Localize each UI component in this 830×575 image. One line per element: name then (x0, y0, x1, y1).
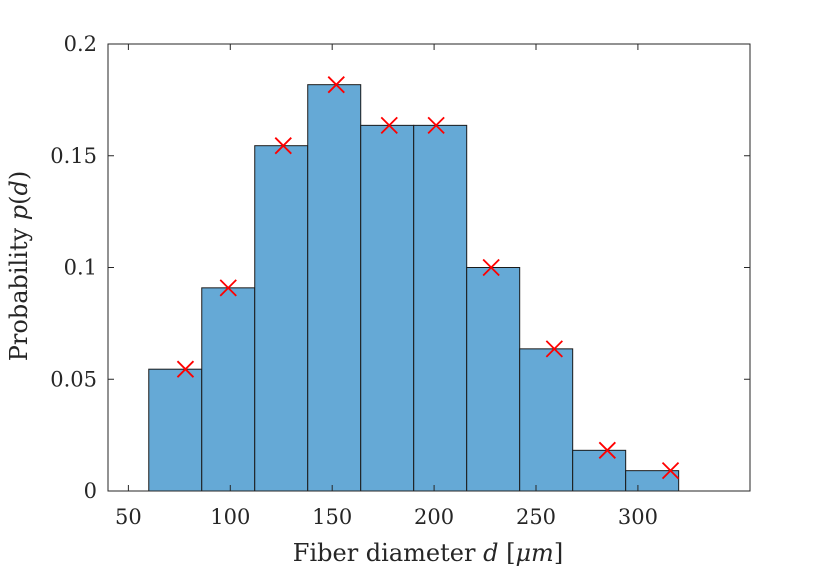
x-tick-label: 200 (414, 505, 454, 529)
histogram-bar (519, 348, 574, 492)
histogram-bar (148, 368, 203, 492)
probability-markers (176, 76, 680, 480)
y-tick-label: 0.1 (64, 256, 97, 280)
histogram-bar (201, 287, 256, 492)
y-tick-label: 0.15 (50, 144, 97, 168)
probability-marker (482, 258, 500, 277)
histogram-bar (625, 470, 680, 492)
probability-marker (274, 137, 292, 155)
x-tick-label: 100 (210, 505, 250, 529)
y-axis-ticks: 0 0.05 0.1 0.15 0.2 (50, 32, 750, 503)
y-tick-label: 0.05 (50, 367, 97, 391)
histogram-bar (572, 449, 627, 492)
probability-marker (219, 279, 237, 297)
x-tick-label: 150 (312, 505, 352, 529)
y-axis-label: Probability p(d) (5, 171, 33, 361)
y-tick-label: 0.2 (64, 32, 97, 56)
x-axis-label: Fiber diameter d [μm] (293, 539, 563, 567)
histogram-bar (254, 145, 309, 492)
histogram-bar (307, 84, 362, 492)
probability-marker (545, 340, 563, 358)
histogram-bars (148, 84, 680, 492)
histogram-bar (466, 267, 521, 492)
x-tick-label: 50 (115, 505, 142, 529)
x-tick-label: 300 (618, 505, 658, 529)
probability-marker (327, 76, 345, 94)
y-tick-label: 0 (84, 479, 97, 503)
probability-marker (661, 462, 680, 480)
histogram-bar (360, 124, 415, 492)
x-axis-ticks: 50 100 150 200 250 300 (115, 44, 658, 529)
probability-marker (380, 116, 398, 134)
x-tick-label: 250 (516, 505, 556, 529)
probability-marker (427, 116, 445, 134)
histogram-bar (413, 124, 468, 492)
probability-marker (176, 360, 195, 378)
probability-marker (598, 441, 616, 459)
